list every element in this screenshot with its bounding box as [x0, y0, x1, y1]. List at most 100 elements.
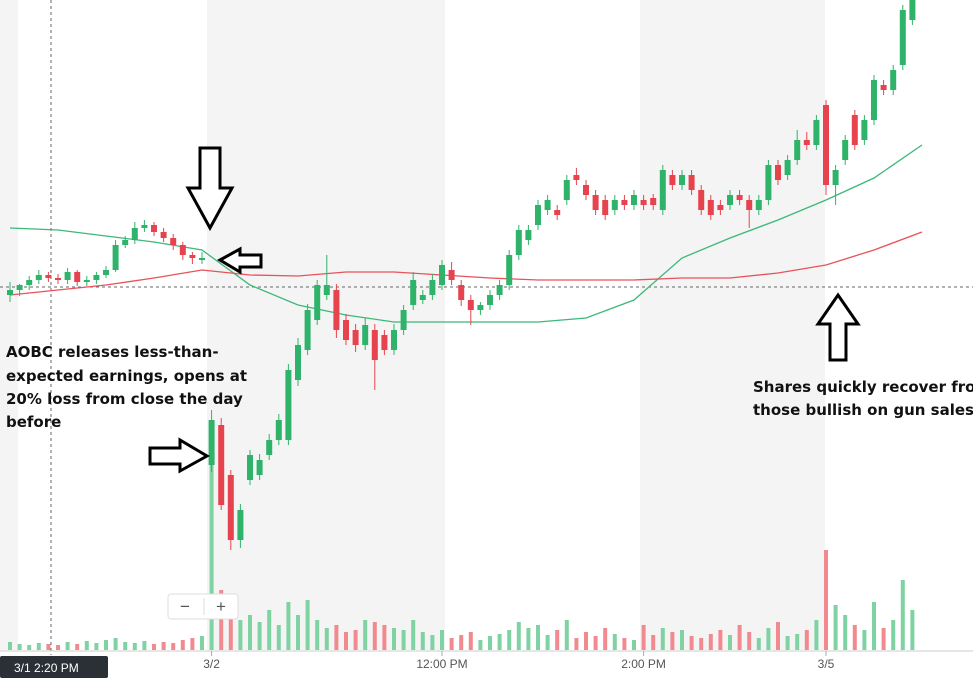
- crosshair-badge: [0, 656, 108, 678]
- candle-body: [573, 175, 580, 180]
- candle-body: [659, 170, 666, 210]
- volume-bar: [814, 620, 819, 650]
- zoom-out[interactable]: −: [180, 597, 190, 616]
- volume-bar: [392, 628, 396, 650]
- candle-body: [515, 230, 522, 255]
- candle-body: [83, 280, 90, 282]
- candle-body: [631, 195, 637, 205]
- volume-bar: [132, 643, 137, 650]
- candle-body: [429, 280, 436, 295]
- candle-body: [535, 205, 541, 225]
- candle-body: [141, 225, 148, 228]
- volume-bar: [910, 610, 915, 650]
- candle-body: [525, 230, 532, 240]
- candle-body: [679, 175, 685, 185]
- candle-body: [391, 330, 397, 350]
- candle-body: [218, 425, 225, 505]
- candle-body: [669, 175, 676, 185]
- zoom-in[interactable]: +: [216, 597, 226, 616]
- volume-bar: [8, 642, 12, 650]
- annotation: AOBC releases less-than- expected earnin…: [6, 343, 247, 431]
- volume-bar: [497, 634, 502, 650]
- candle-body: [458, 285, 465, 300]
- volume-bar: [526, 628, 531, 650]
- volume-bar: [324, 628, 329, 650]
- candle-body: [131, 228, 138, 240]
- crosshair-label: 3/1 2:20 PM: [14, 661, 79, 675]
- volume-bar: [401, 630, 406, 650]
- candle-body: [400, 310, 407, 330]
- moving-average: [9, 144, 923, 323]
- candle-body: [909, 0, 916, 20]
- arrow-left: [216, 246, 263, 275]
- arrow-right: [148, 437, 211, 474]
- candle-body: [151, 225, 157, 232]
- volume-bar: [651, 635, 656, 650]
- candle-body: [55, 278, 61, 280]
- candle-body: [823, 105, 829, 185]
- volume-bar: [737, 625, 742, 650]
- candle-body: [563, 180, 570, 200]
- volume-bar: [104, 640, 108, 650]
- candle-body: [890, 70, 897, 90]
- volume-bar: [36, 643, 41, 650]
- x-tick-label: 3/5: [818, 657, 835, 671]
- volume-bar: [449, 638, 454, 650]
- candle-body: [227, 475, 234, 540]
- ma-layer: [9, 144, 923, 323]
- volume-bar: [785, 636, 790, 650]
- candle-body: [45, 275, 52, 278]
- volume-bar: [372, 622, 377, 650]
- volume-bar: [171, 643, 176, 650]
- volume-bar: [56, 645, 60, 650]
- candle-body: [467, 300, 474, 310]
- candle-body: [602, 200, 609, 215]
- volume-bar: [27, 645, 32, 650]
- volume-bar: [622, 638, 627, 650]
- candle-body: [160, 232, 167, 238]
- volume-bar: [574, 638, 579, 650]
- volume-bar: [363, 620, 368, 650]
- candle-body: [765, 165, 772, 200]
- volume-bar: [824, 550, 828, 650]
- zoom-control: [167, 593, 239, 620]
- candle-layer: [7, 0, 916, 550]
- volume-bar: [660, 628, 665, 650]
- candle-body: [352, 330, 359, 345]
- volume-bar: [468, 632, 473, 650]
- candle-body: [247, 455, 253, 480]
- candle-body: [698, 190, 705, 210]
- candle-body: [640, 200, 647, 205]
- volume-bar: [488, 636, 492, 650]
- session-band: [0, 0, 18, 650]
- volume-bar: [411, 620, 416, 650]
- candle-body: [506, 255, 513, 285]
- volume-bar: [900, 580, 905, 650]
- volume-bar: [65, 642, 70, 650]
- candle-body: [179, 245, 186, 255]
- volume-bar: [516, 622, 521, 650]
- candle-body: [112, 245, 119, 270]
- volume-bar: [430, 635, 435, 650]
- volume-bar: [286, 602, 291, 650]
- volume-bar: [276, 625, 281, 650]
- volume-bar: [689, 636, 694, 650]
- annotation-line: 20% loss from close the day: [6, 390, 243, 408]
- session-band: [207, 0, 445, 650]
- volume-bar: [881, 628, 886, 650]
- annotation-line: those bullish on gun sales: [753, 401, 973, 419]
- moving-average: [9, 231, 923, 296]
- annotation-line: before: [6, 413, 61, 431]
- candle-body: [419, 295, 426, 300]
- candle-body: [583, 185, 589, 195]
- volume-bar: [756, 638, 761, 650]
- volume-bar: [200, 636, 204, 650]
- candle-body: [295, 345, 301, 380]
- candle-body: [304, 310, 311, 350]
- candle-body: [362, 325, 369, 345]
- candle-body: [496, 285, 503, 295]
- candle-body: [813, 120, 820, 145]
- volume-bar: [507, 630, 512, 650]
- volume-bar: [708, 634, 713, 650]
